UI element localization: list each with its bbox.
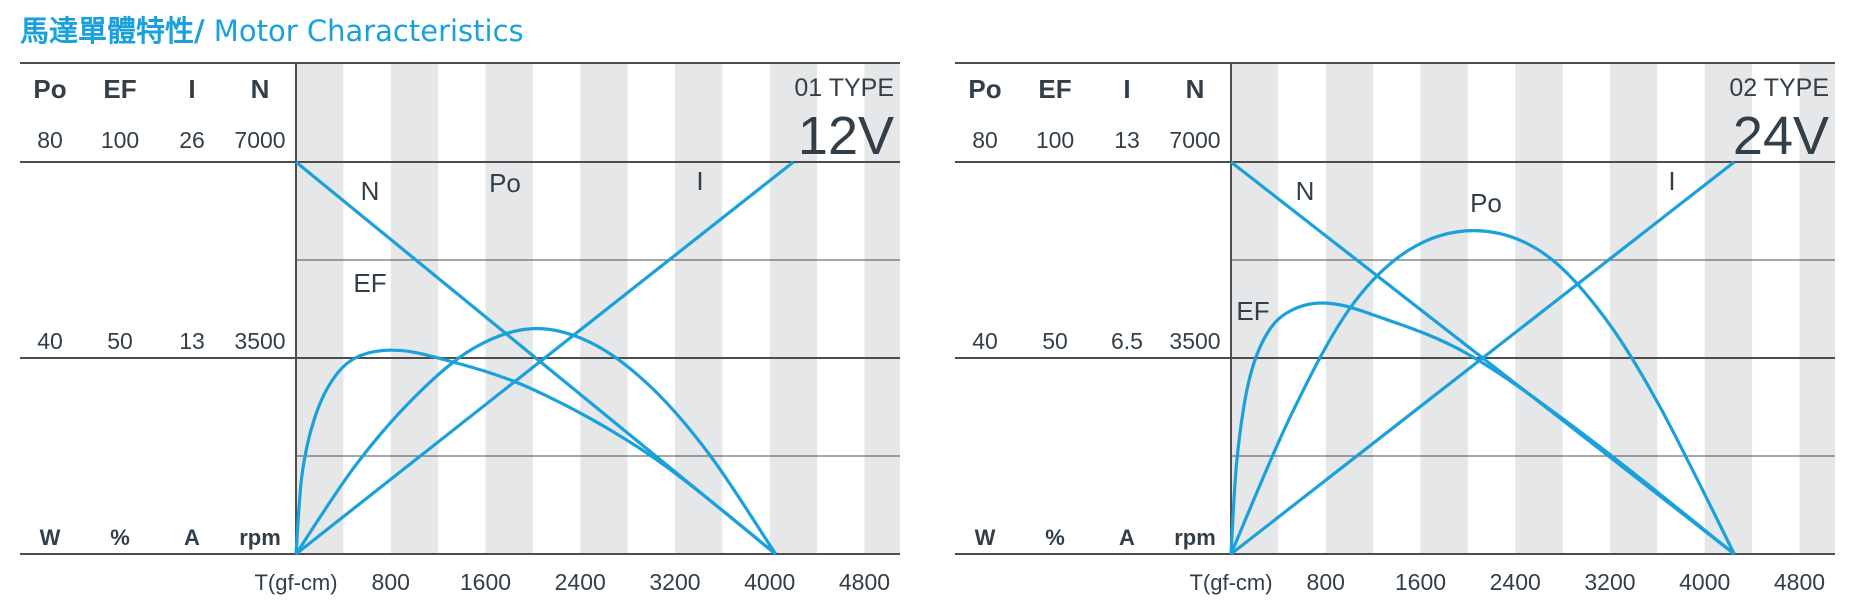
- axis-top-value: 80: [37, 127, 63, 153]
- x-tick-label: 3200: [649, 569, 700, 595]
- type-label: 02 TYPE: [1729, 74, 1829, 102]
- x-axis-label: T(gf-cm): [254, 570, 337, 595]
- axis-header-ef: EF: [103, 74, 136, 104]
- axis-mid-value: 6.5: [1111, 328, 1143, 354]
- axis-mid-value: 3500: [1169, 328, 1220, 354]
- x-tick-label: 2400: [555, 569, 606, 595]
- series-line-po: [1229, 229, 1736, 555]
- axis-top-value: 7000: [1169, 127, 1220, 153]
- series-line-ef: [294, 348, 777, 556]
- series-line-i: [295, 160, 795, 556]
- plot-stripe: [769, 63, 818, 554]
- x-tick-label: 4800: [839, 569, 890, 595]
- axis-unit: %: [1045, 525, 1065, 550]
- axis-unit: A: [1119, 525, 1135, 550]
- voltage-label: 24V: [1733, 106, 1829, 166]
- x-tick-label: 800: [1307, 569, 1345, 595]
- axis-mid-value: 13: [179, 328, 205, 354]
- x-tick-label: 1600: [460, 569, 511, 595]
- series-line-ef: [1229, 301, 1736, 556]
- x-tick-label: 4800: [1774, 569, 1825, 595]
- axis-header-n: N: [251, 74, 270, 104]
- plot-stripe: [674, 63, 723, 554]
- x-tick-label: 1600: [1395, 569, 1446, 595]
- axis-header-i: I: [1123, 74, 1130, 104]
- page-title: 馬達單體特性/ Motor Characteristics: [20, 8, 524, 50]
- page-title-zh: 馬達單體特性/: [20, 14, 205, 48]
- plot-stripe: [1609, 63, 1658, 554]
- series-line-i: [1230, 160, 1736, 556]
- axis-unit: rpm: [1174, 525, 1216, 550]
- axis-mid-value: 50: [107, 328, 133, 354]
- axis-top-value: 80: [972, 127, 998, 153]
- axis-top-value: 13: [1114, 127, 1140, 153]
- plot-stripe: [1420, 63, 1468, 554]
- axis-header-po: Po: [968, 74, 1001, 104]
- axis-top-value: 100: [1036, 127, 1074, 153]
- axis-unit: W: [975, 525, 996, 550]
- type-label: 01 TYPE: [794, 74, 894, 102]
- axis-header-ef: EF: [1038, 74, 1071, 104]
- x-tick-label: 3200: [1584, 569, 1635, 595]
- axis-top-value: 100: [101, 127, 139, 153]
- curve-label-i: I: [1668, 166, 1675, 196]
- plot-stripe: [296, 63, 344, 554]
- curve-label-po: Po: [489, 168, 521, 198]
- axis-mid-value: 40: [972, 328, 998, 354]
- axis-unit: W: [40, 525, 61, 550]
- axis-unit: %: [110, 525, 130, 550]
- axis-top-value: 26: [179, 127, 205, 153]
- x-tick-label: 4000: [744, 569, 795, 595]
- plot-stripe: [485, 63, 533, 554]
- axis-unit: A: [184, 525, 200, 550]
- curve-label-ef: EF: [353, 268, 386, 298]
- axis-mid-value: 3500: [234, 328, 285, 354]
- axis-header-n: N: [1186, 74, 1205, 104]
- plot-stripe: [390, 63, 439, 554]
- plot-stripe: [580, 63, 628, 554]
- axis-header-po: Po: [33, 74, 66, 104]
- axis-mid-value: 50: [1042, 328, 1068, 354]
- curve-label-n: N: [361, 176, 380, 206]
- voltage-label: 12V: [798, 106, 894, 166]
- plot-stripe: [1515, 63, 1563, 554]
- series-line-po: [294, 326, 777, 555]
- plot-stripe: [1704, 63, 1753, 554]
- axis-header-i: I: [188, 74, 195, 104]
- curve-label-i: I: [696, 166, 703, 196]
- plot-stripe: [864, 63, 900, 554]
- x-axis-label: T(gf-cm): [1189, 570, 1272, 595]
- curve-label-ef: EF: [1236, 296, 1269, 326]
- x-tick-label: 4000: [1679, 569, 1730, 595]
- plot-stripe: [1799, 63, 1835, 554]
- axis-mid-value: 40: [37, 328, 63, 354]
- plot-stripe: [1231, 63, 1279, 554]
- axis-top-value: 7000: [234, 127, 285, 153]
- curve-label-po: Po: [1470, 188, 1502, 218]
- axis-unit: rpm: [239, 525, 281, 550]
- x-tick-label: 800: [372, 569, 410, 595]
- page-title-en: Motor Characteristics: [204, 14, 524, 48]
- x-tick-label: 2400: [1490, 569, 1541, 595]
- curve-label-n: N: [1296, 176, 1315, 206]
